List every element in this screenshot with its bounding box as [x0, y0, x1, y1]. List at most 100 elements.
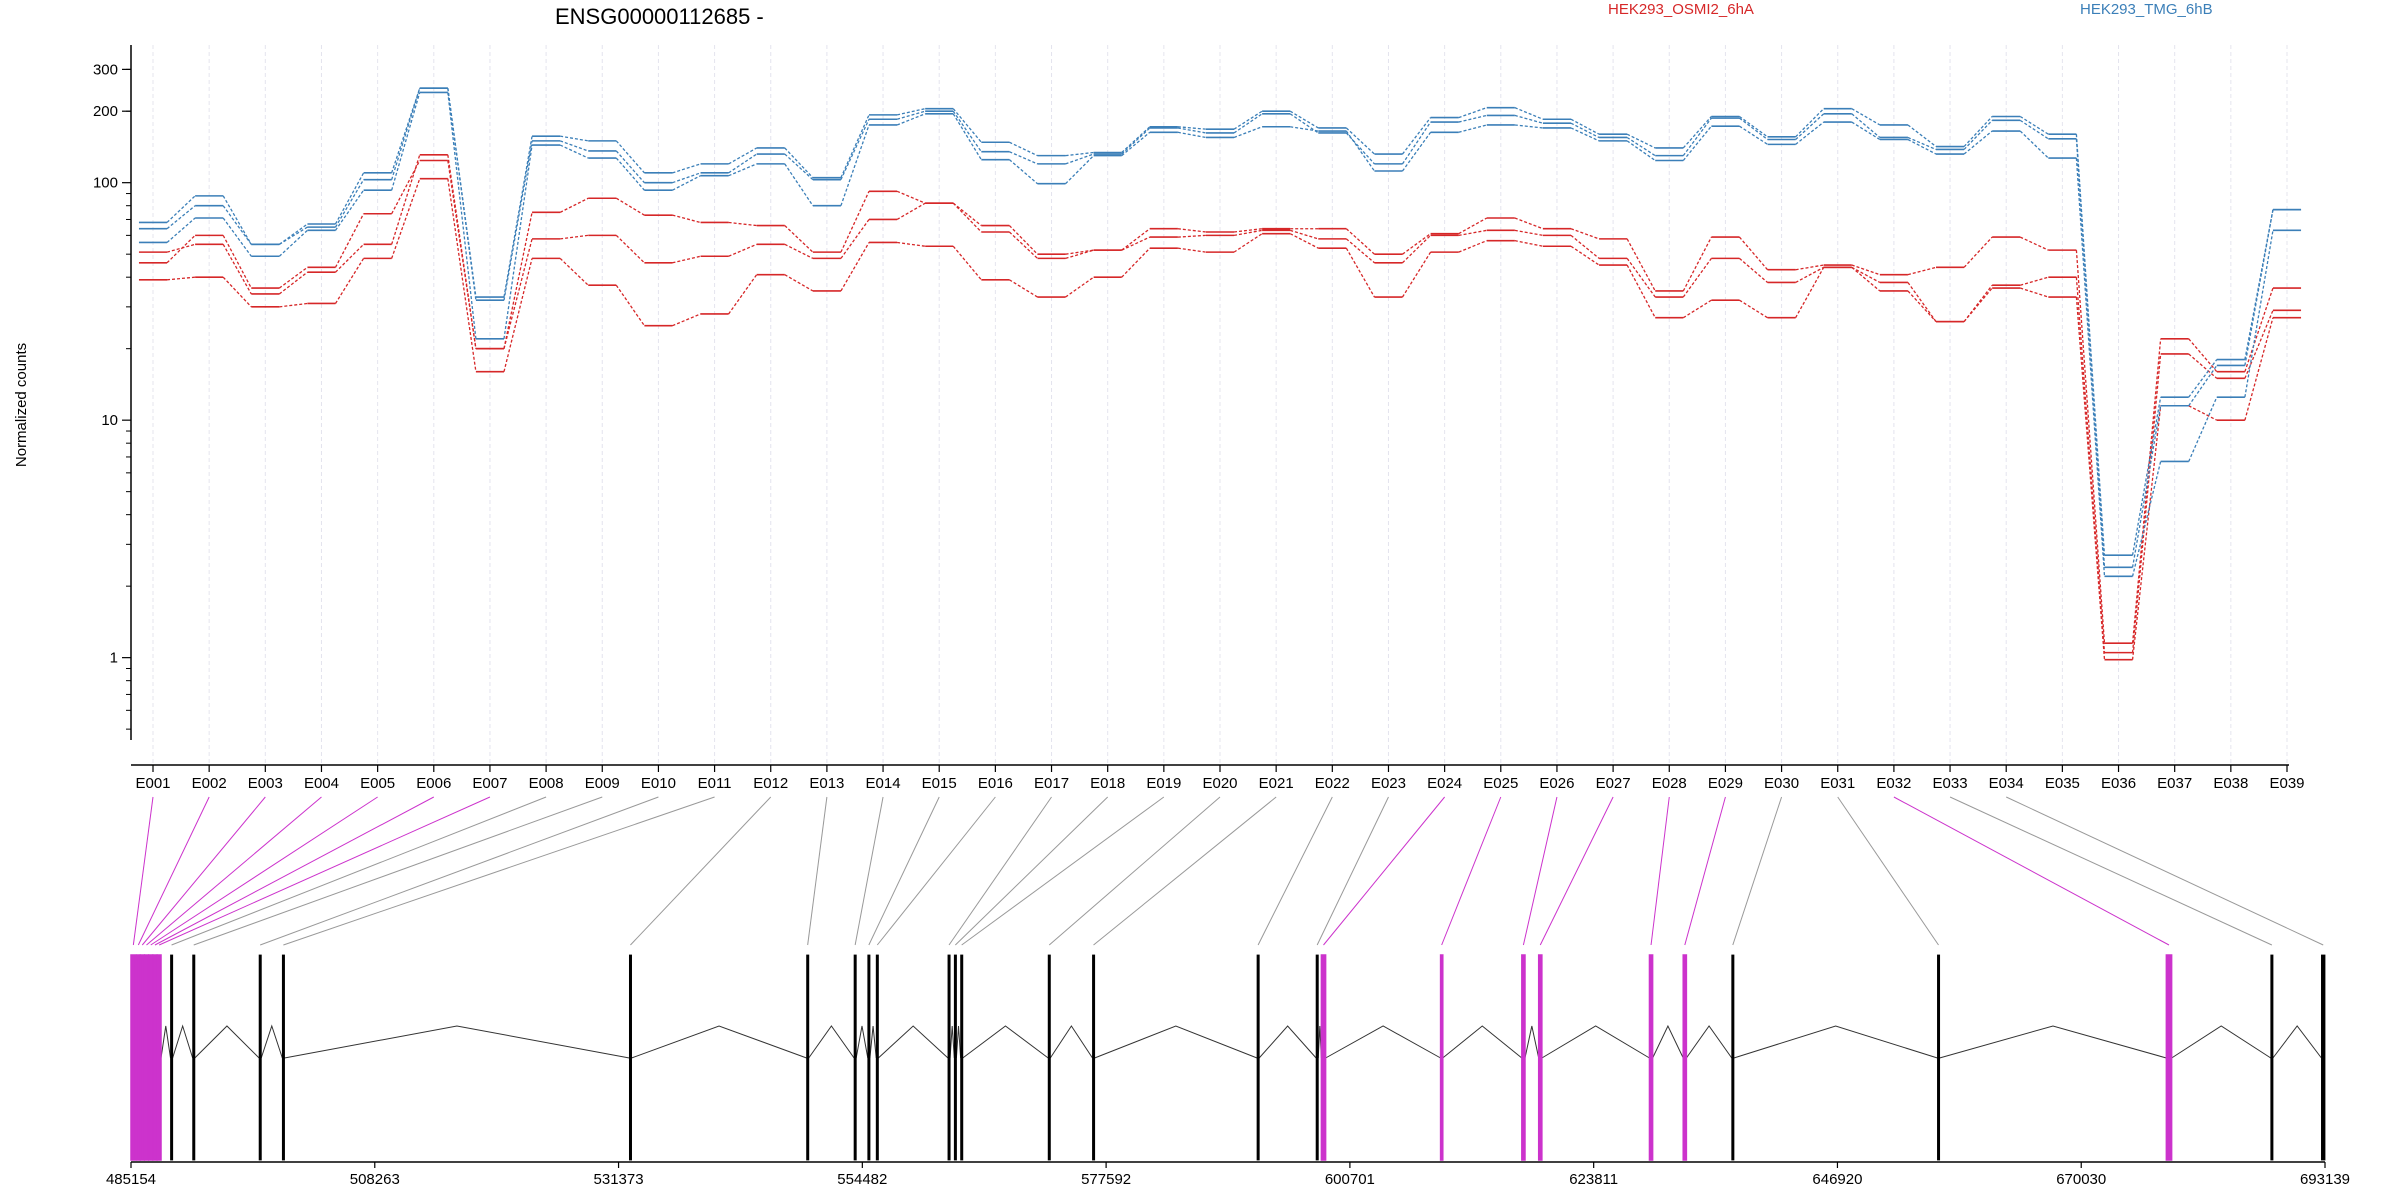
x-tick-label: E025	[1483, 775, 1518, 792]
exon-connector	[1732, 796, 1783, 946]
series-segment	[503, 212, 533, 349]
series-segment	[1289, 113, 1319, 134]
series-segment	[447, 88, 477, 301]
exon-block	[1682, 954, 1688, 1161]
series-segment	[840, 118, 870, 180]
exon-connector	[630, 796, 772, 946]
series-segment	[1851, 113, 1881, 138]
x-tick-label: E029	[1708, 775, 1743, 792]
exon-connector	[260, 796, 659, 946]
x-tick-label: E022	[1315, 775, 1350, 792]
gene-model	[130, 954, 2326, 1161]
exon-block	[1047, 954, 1051, 1161]
exon-connector	[1093, 796, 1277, 946]
exon-connector	[868, 796, 940, 946]
genomic-tick-label: 623811	[1569, 1171, 1618, 1188]
intron-line	[260, 1024, 283, 1059]
series-segment	[1851, 264, 1881, 276]
series-segment	[1458, 217, 1488, 235]
y-tick-label: 100	[93, 175, 118, 192]
series-segment	[952, 202, 982, 227]
x-tick-label: E012	[753, 775, 788, 792]
intron-line	[949, 1025, 955, 1059]
exon-block	[2165, 954, 2173, 1161]
exon-block	[628, 954, 632, 1161]
x-tick-label: E036	[2101, 775, 2136, 792]
series-segment	[166, 205, 196, 230]
series-segment	[1177, 228, 1207, 233]
series-segment	[1345, 238, 1375, 264]
series-segment	[2188, 359, 2218, 398]
series-segment	[2244, 230, 2274, 398]
series-segment	[952, 110, 982, 153]
series-segment	[1739, 299, 1768, 319]
x-tick-label: E009	[585, 775, 620, 792]
intron-line	[160, 1025, 172, 1059]
series-segment	[1233, 228, 1263, 233]
series-segment	[2244, 317, 2274, 421]
intron-line	[1442, 1025, 1523, 1059]
exon-block	[953, 954, 957, 1161]
series-segment	[278, 229, 308, 257]
series-segment	[1402, 233, 1431, 255]
exon-block	[806, 954, 810, 1161]
exon-block	[960, 954, 964, 1161]
x-tick-label: E014	[866, 775, 901, 792]
intron-line	[855, 1025, 869, 1059]
exon-block	[258, 954, 262, 1161]
series-segment	[1345, 132, 1375, 165]
series-segment	[896, 190, 926, 204]
x-tick-label: E013	[809, 775, 844, 792]
exon-block	[192, 954, 196, 1161]
series-segment	[1345, 228, 1375, 255]
series-segment	[2131, 338, 2162, 644]
series-segment	[1570, 127, 1600, 142]
series-segment	[2244, 287, 2274, 372]
x-tick-label: E011	[698, 775, 732, 792]
series-segment	[952, 113, 982, 161]
x-tick-label: E018	[1090, 775, 1125, 792]
intron-line	[1939, 1025, 2167, 1059]
series-segment	[2188, 338, 2218, 373]
series-segment	[840, 124, 870, 206]
series-segment	[2131, 405, 2162, 660]
series-segment	[615, 157, 645, 191]
series-segment	[2075, 277, 2106, 653]
series-segment	[1290, 126, 1319, 132]
series-segment	[1626, 133, 1656, 149]
series-segment	[728, 163, 757, 177]
exon-block	[1092, 954, 1096, 1161]
series-segment	[2075, 296, 2106, 660]
exon-block	[2321, 954, 2326, 1161]
intron-line	[2272, 1025, 2322, 1059]
series-segment	[1009, 151, 1038, 165]
series-segment	[2019, 130, 2049, 159]
series-segment	[279, 302, 308, 308]
exon-block	[130, 954, 137, 1161]
series-segment	[1008, 159, 1038, 185]
series-segment	[1289, 233, 1319, 249]
axes: 1 10 100 200 300 E001 E002 E003 E004 E005 E006 E007…	[93, 45, 2350, 1188]
series-segment	[784, 243, 814, 259]
series-segment	[1233, 126, 1263, 139]
series-segment	[503, 258, 533, 372]
exon-block	[2270, 954, 2274, 1161]
series-segment	[391, 160, 421, 215]
x-tick-label: E019	[1146, 775, 1181, 792]
series-segment	[2131, 353, 2162, 653]
series-segment	[222, 195, 252, 245]
y-tick-label: 10	[101, 412, 118, 429]
series-segment	[1177, 247, 1207, 253]
series-segment	[2019, 236, 2049, 251]
x-tick-label: E020	[1202, 775, 1237, 792]
series-segment	[2188, 405, 2218, 421]
series-segment	[1907, 266, 1937, 276]
series-segment	[1570, 118, 1600, 135]
x-tick-label: E024	[1427, 775, 1462, 792]
x-tick-label: E031	[1820, 775, 1855, 792]
series-segment	[1682, 116, 1712, 149]
series-segment	[391, 178, 421, 259]
series-segment	[560, 234, 589, 240]
exon-block	[1439, 954, 1444, 1161]
x-tick-label: E033	[1933, 775, 1968, 792]
